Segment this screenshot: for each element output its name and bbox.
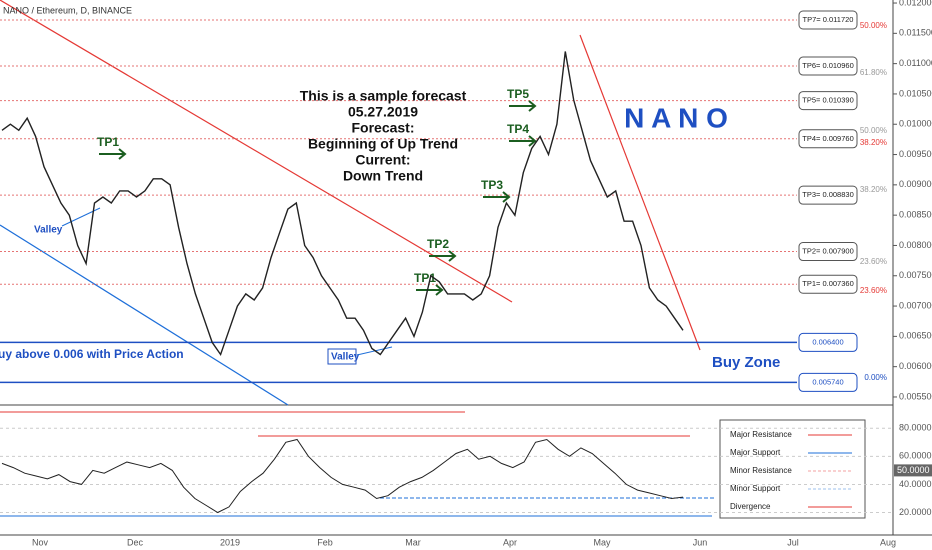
- trend-line: [0, 0, 513, 303]
- target-label: TP6= 0.010960: [802, 61, 854, 70]
- forecast-text: 05.27.2019: [348, 104, 418, 120]
- target-label: TP3= 0.008830: [802, 190, 854, 199]
- fib-label: 23.60%: [860, 257, 887, 266]
- x-tick-label: Mar: [405, 537, 421, 547]
- legend-label: Divergence: [730, 502, 771, 511]
- x-tick-label: May: [593, 537, 611, 547]
- trend-line: [0, 224, 289, 406]
- tp-arrow: [429, 250, 457, 262]
- target-box: [798, 274, 858, 294]
- x-tick-label: 2019: [220, 537, 240, 547]
- y-tick-label: 80.0000: [899, 423, 932, 433]
- x-tick-label: Feb: [317, 537, 333, 547]
- y-tick-label: 20.0000: [899, 507, 932, 517]
- tp-arrow: [483, 191, 511, 203]
- target-label: TP7= 0.011720: [803, 15, 854, 24]
- tp-arrow: [99, 148, 127, 160]
- fib-label: 0.00%: [864, 373, 887, 382]
- tp-label: TP2: [427, 237, 449, 251]
- buy-zone-value: 0.005740: [812, 377, 843, 386]
- legend-label: Major Support: [730, 448, 781, 457]
- target-box: [798, 242, 858, 262]
- tp-arrow: [509, 135, 537, 147]
- forecast-text: Beginning of Up Trend: [308, 136, 458, 152]
- fib-label: 50.00%: [860, 126, 887, 135]
- legend-box: [719, 419, 866, 519]
- forecast-text: Forecast:: [351, 120, 414, 136]
- fib-label: 61.80%: [860, 68, 887, 77]
- chart-title: NANO / Ethereum, D, BINANCE: [3, 5, 132, 15]
- target-box: [798, 91, 858, 111]
- fib-label: 23.60%: [860, 286, 887, 295]
- buy-zone-label: Buy Zone: [712, 354, 780, 371]
- target-label: TP1= 0.007360: [802, 279, 854, 288]
- tp-label: TP5: [507, 87, 529, 101]
- legend-label: Minor Resistance: [730, 466, 792, 475]
- x-tick-label: Apr: [503, 537, 517, 547]
- buy-zone-box: [798, 372, 858, 392]
- current-value-label: 50.0000: [897, 465, 930, 475]
- tp-label: TP1: [414, 271, 436, 285]
- target-box: [798, 185, 858, 205]
- legend-label: Minor Support: [730, 484, 781, 493]
- valley-label: Valley: [34, 225, 63, 236]
- target-label: TP2= 0.007900: [802, 246, 854, 255]
- target-label: TP5= 0.010390: [802, 96, 854, 105]
- x-tick-label: Aug: [880, 537, 896, 547]
- tp-label: TP3: [481, 178, 503, 192]
- y-tick-label: 60.0000: [899, 451, 932, 461]
- target-label: TP4= 0.009760: [802, 134, 854, 143]
- tp-arrow: [416, 284, 444, 296]
- buy-zone-value: 0.006400: [812, 337, 843, 346]
- symbol: N A N O: [624, 102, 728, 133]
- note: uy above 0.006 with Price Action: [0, 347, 184, 361]
- valley-label: Valley: [331, 352, 360, 363]
- fib-label: 38.20%: [860, 185, 887, 194]
- tp-label: TP1: [97, 135, 119, 149]
- series-line: [1, 51, 684, 357]
- current-value-box: [894, 464, 932, 477]
- forecast-text: Current:: [355, 152, 410, 168]
- x-tick-label: Jul: [787, 537, 799, 547]
- target-box: [798, 10, 858, 30]
- fib-label: 50.00%: [860, 21, 887, 30]
- valley-box: [327, 348, 357, 365]
- forecast-text: Down Trend: [343, 168, 423, 184]
- tp-arrow: [509, 100, 537, 112]
- x-tick-label: Nov: [32, 537, 49, 547]
- y-tick-label: 0.012000: [899, 0, 932, 7]
- forecast-text: This is a sample forecast: [300, 88, 467, 104]
- target-box: [798, 129, 858, 149]
- legend-label: Major Resistance: [730, 430, 792, 439]
- fib-label: 38.20%: [860, 138, 887, 147]
- tp-label: TP4: [507, 122, 529, 136]
- trend-line: [579, 34, 701, 351]
- x-tick-label: Jun: [693, 537, 708, 547]
- x-tick-label: Dec: [127, 537, 144, 547]
- target-box: [798, 56, 858, 76]
- series-line: [1, 438, 684, 514]
- buy-zone-box: [798, 332, 858, 352]
- y-tick-label: 40.0000: [899, 479, 932, 489]
